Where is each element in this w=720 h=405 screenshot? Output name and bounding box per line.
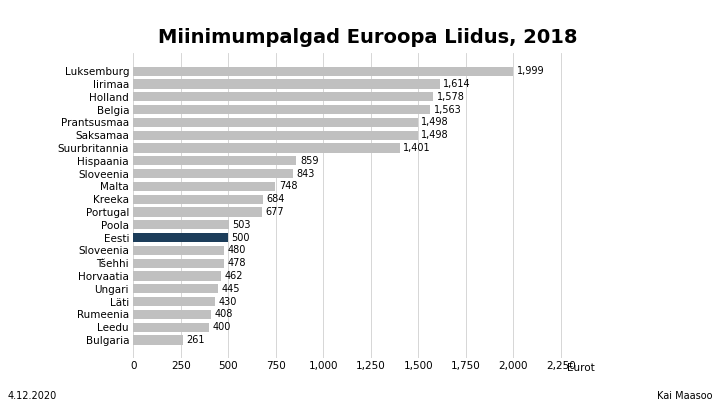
Text: 261: 261 (186, 335, 204, 345)
Bar (133, 66, 513, 76)
Text: 1,614: 1,614 (444, 79, 471, 89)
Text: Miinimumpalgad Euroopa Liidus, 2018: Miinimumpalgad Euroopa Liidus, 2018 (158, 28, 578, 47)
Text: 684: 684 (266, 194, 285, 204)
Bar (133, 143, 400, 153)
Bar (133, 335, 183, 345)
Bar (133, 207, 262, 217)
Text: 1,498: 1,498 (421, 130, 449, 140)
Bar (133, 105, 431, 114)
Text: 480: 480 (228, 245, 246, 255)
Text: 503: 503 (233, 220, 251, 230)
Bar (133, 118, 418, 127)
Text: 1,401: 1,401 (403, 143, 431, 153)
Bar (133, 322, 210, 332)
Bar (133, 92, 433, 101)
Text: 408: 408 (214, 309, 233, 319)
Text: 430: 430 (218, 296, 237, 307)
Text: 500: 500 (232, 232, 250, 243)
Text: 478: 478 (228, 258, 246, 268)
Text: 1,498: 1,498 (421, 117, 449, 127)
Bar (133, 156, 297, 165)
Text: 859: 859 (300, 156, 318, 166)
Bar (133, 130, 418, 140)
Text: 1,578: 1,578 (436, 92, 464, 102)
Bar (133, 284, 217, 293)
Text: 1,999: 1,999 (516, 66, 544, 76)
Text: 677: 677 (265, 207, 284, 217)
Bar (133, 169, 294, 178)
Bar (133, 220, 229, 229)
Bar (133, 182, 275, 191)
Bar (133, 194, 264, 204)
Bar (133, 297, 215, 306)
Text: 4.12.2020: 4.12.2020 (7, 391, 56, 401)
Text: 1,563: 1,563 (433, 104, 462, 115)
Bar (133, 79, 440, 89)
Text: 843: 843 (297, 168, 315, 179)
Text: Eurot: Eurot (567, 363, 594, 373)
Bar (133, 246, 225, 255)
Bar (133, 310, 211, 319)
Text: 748: 748 (279, 181, 297, 191)
Text: 445: 445 (221, 284, 240, 294)
Text: 462: 462 (225, 271, 243, 281)
Bar (133, 233, 228, 242)
Bar (133, 271, 221, 281)
Text: 400: 400 (212, 322, 231, 332)
Bar (133, 258, 224, 268)
Text: Kai Maasoo: Kai Maasoo (657, 391, 713, 401)
